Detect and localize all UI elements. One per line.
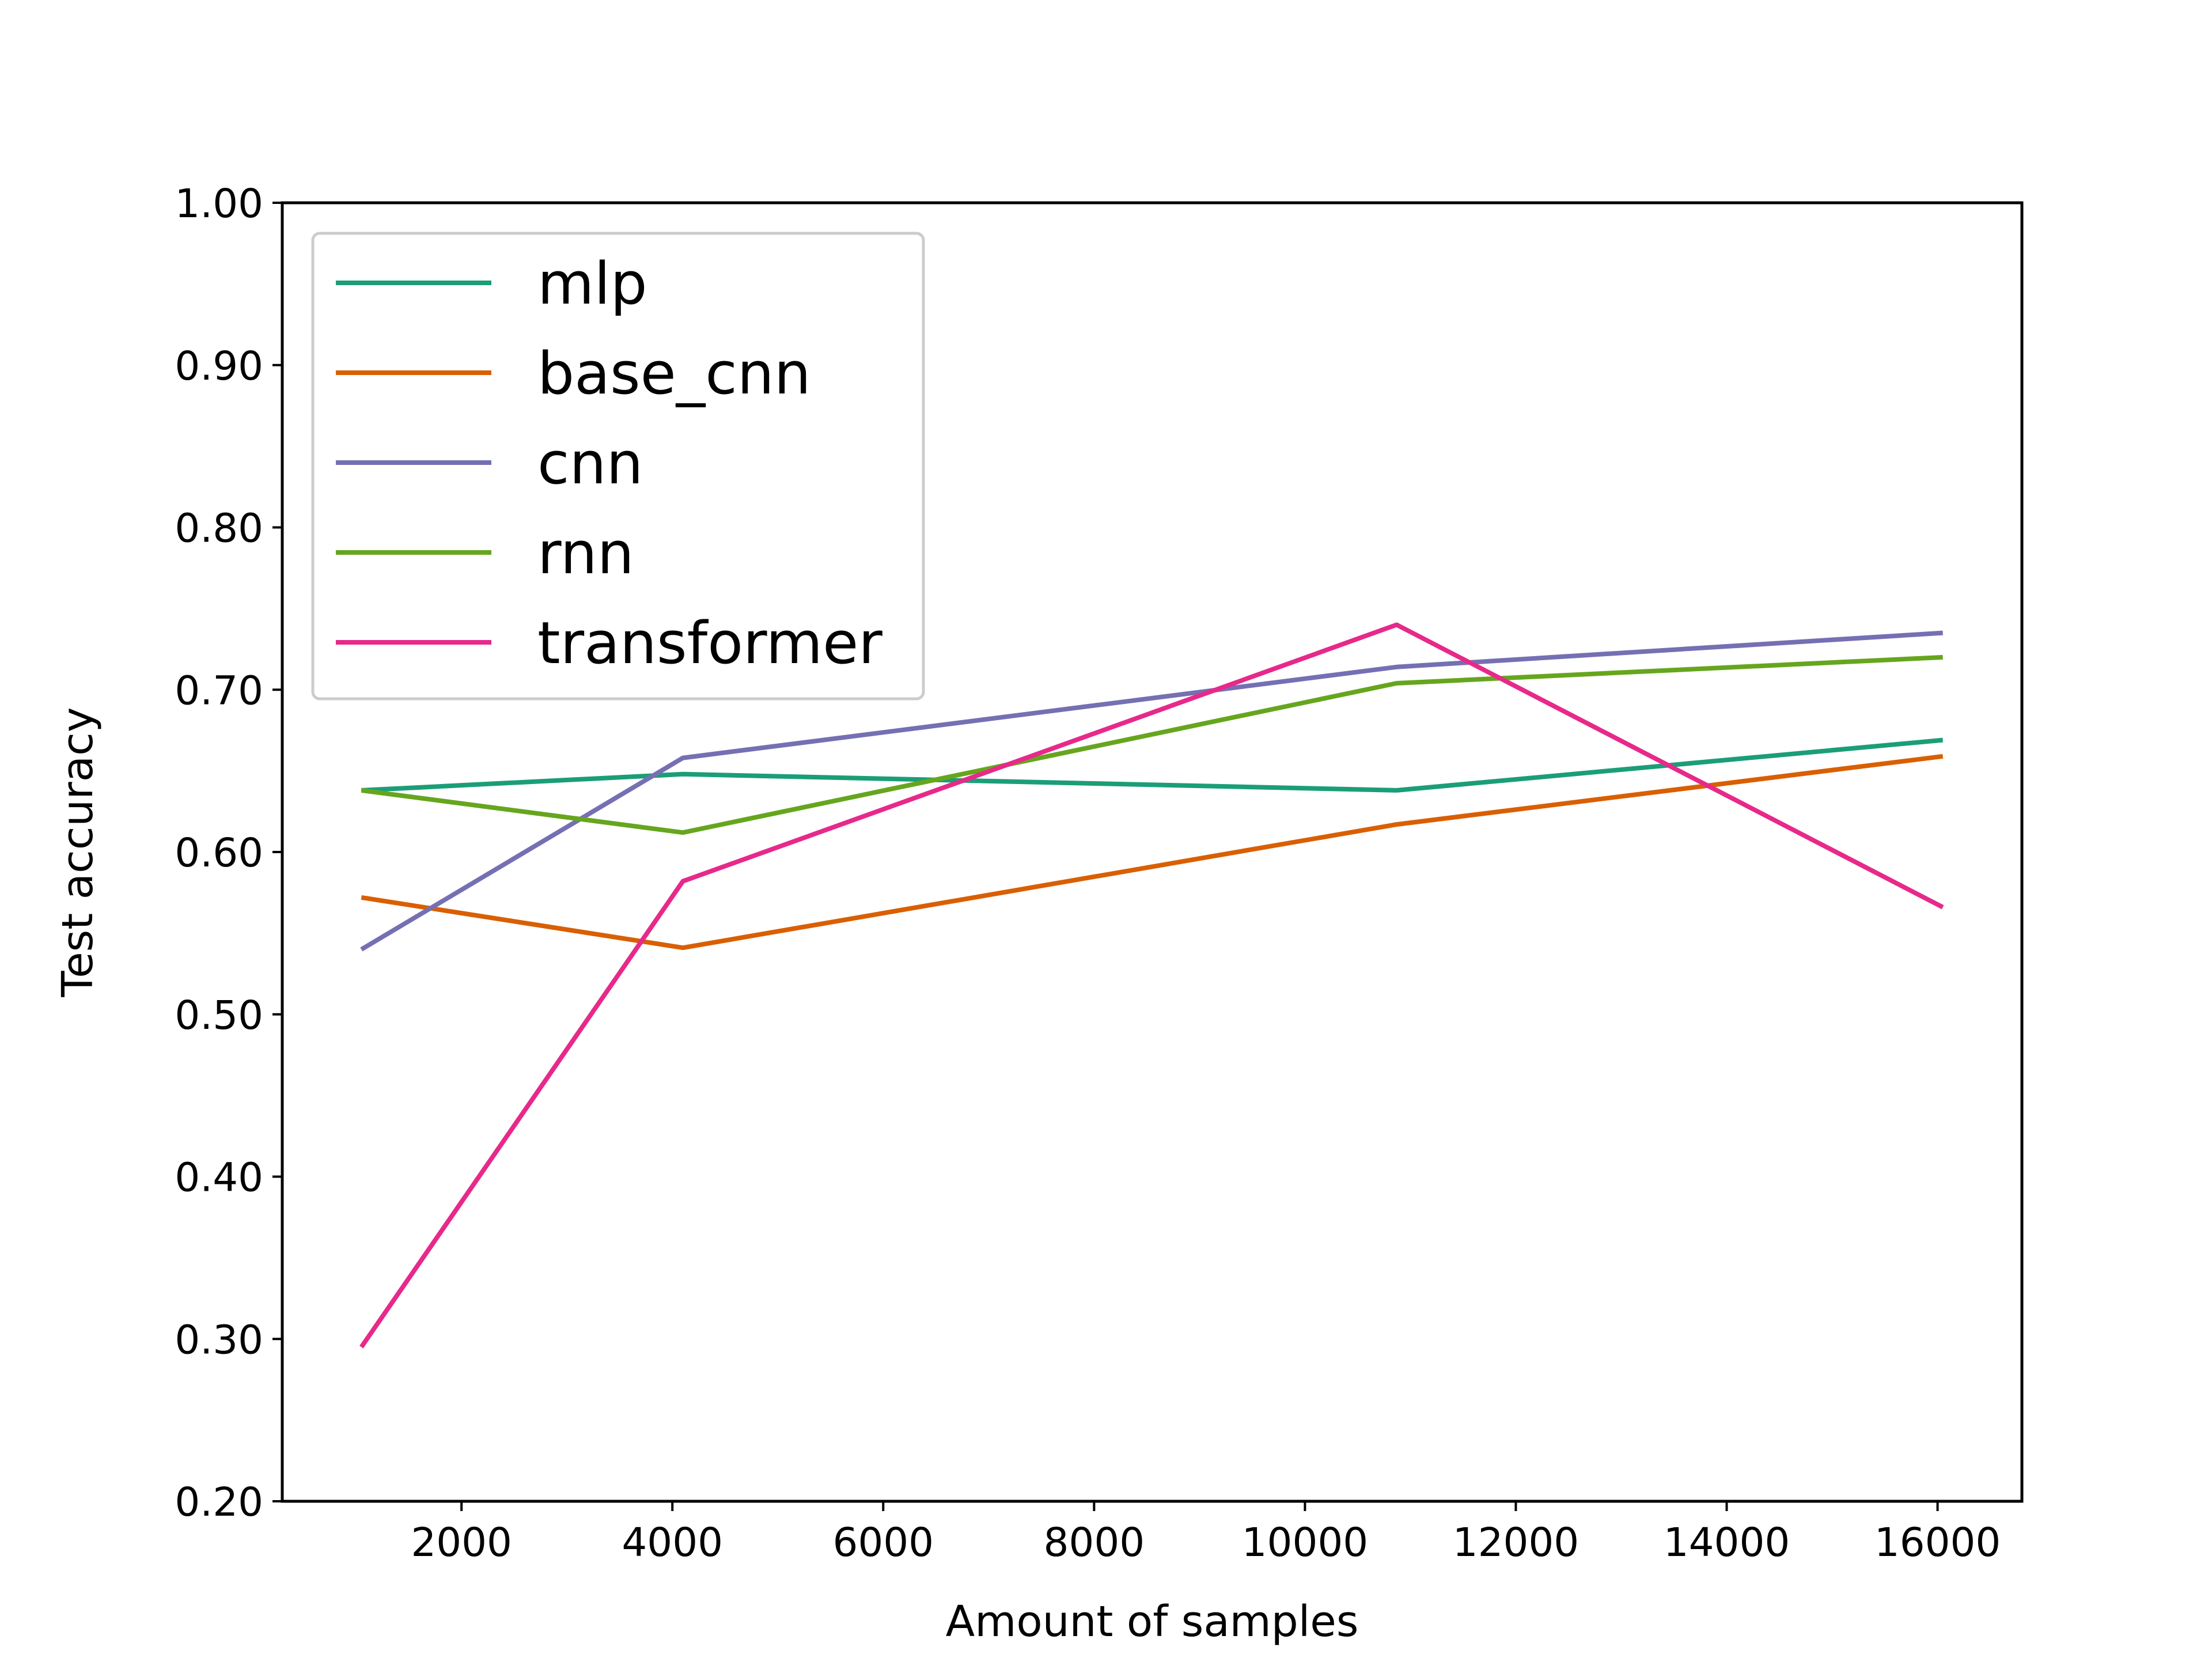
x-tick-label: 4000 (622, 1520, 723, 1566)
y-tick-label: 0.80 (175, 506, 263, 552)
x-tick-label: 6000 (832, 1520, 934, 1566)
legend-label-transformer: transformer (537, 609, 882, 677)
y-tick-label: 0.60 (175, 830, 263, 876)
series-line-rnn (361, 654, 1943, 835)
series-line-cnn (360, 630, 1943, 952)
y-tick-label: 0.50 (175, 993, 263, 1039)
y-tick-label: 0.40 (175, 1155, 263, 1201)
y-axis-ticks: 0.20 0.30 0.40 0.50 0.60 0.70 0.80 0.90 1.00 (175, 181, 282, 1525)
series-line-base_cnn (361, 754, 1944, 951)
x-tick-label: 12000 (1453, 1520, 1580, 1566)
series-line-transformer (359, 622, 1944, 1349)
x-tick-label: 2000 (411, 1520, 512, 1566)
y-tick-label: 0.70 (175, 668, 263, 714)
x-tick-label: 16000 (1874, 1520, 2001, 1566)
y-tick-label: 0.30 (175, 1317, 263, 1363)
legend-label-mlp: mlp (537, 249, 647, 317)
x-axis-ticks: 2000 4000 6000 8000 10000 12000 14000 16000 (411, 1501, 2001, 1566)
x-axis-label: Amount of samples (946, 1597, 1359, 1646)
x-tick-label: 10000 (1242, 1520, 1369, 1566)
legend-label-cnn: cnn (537, 429, 643, 497)
y-tick-label: 1.00 (175, 181, 263, 227)
x-tick-label: 14000 (1664, 1520, 1790, 1566)
y-tick-label: 0.20 (175, 1479, 263, 1525)
series-layer (359, 622, 1944, 1349)
y-tick-label: 0.90 (175, 343, 263, 389)
x-tick-label: 8000 (1044, 1520, 1145, 1566)
y-axis-label: Test accuracy (53, 707, 103, 997)
legend-label-rnn: rnn (537, 519, 634, 587)
legend-label-base_cnn: base_cnn (537, 339, 811, 407)
legend-box (311, 232, 925, 701)
